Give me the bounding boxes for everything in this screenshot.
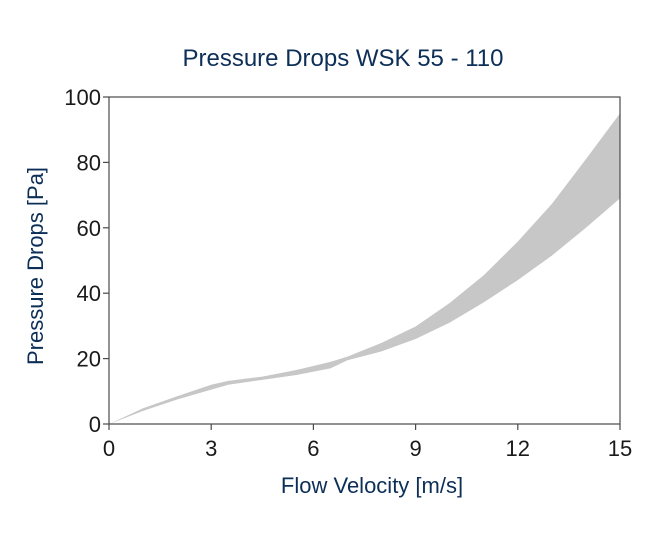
- x-tick-label: 15: [608, 436, 632, 461]
- y-tick-label: 60: [77, 216, 101, 241]
- x-tick-label: 12: [506, 436, 530, 461]
- y-tick-label: 40: [77, 281, 101, 306]
- x-tick-label: 3: [205, 436, 217, 461]
- x-tick-label: 6: [307, 436, 319, 461]
- y-tick-label: 0: [89, 412, 101, 437]
- x-tick-label: 9: [409, 436, 421, 461]
- axis-ticks: 0 3 6 9 12 15 0 20 40 60 80 100: [64, 85, 632, 461]
- y-axis-label: Pressure Drops [Pa]: [23, 167, 48, 365]
- plot-frame: [108, 96, 621, 425]
- x-tick-label: 0: [103, 436, 115, 461]
- pressure-drop-band: [109, 113, 620, 424]
- y-tick-label: 80: [77, 150, 101, 175]
- chart-title: Pressure Drops WSK 55 - 110: [182, 45, 503, 72]
- x-axis-label: Flow Velocity [m/s]: [281, 473, 463, 498]
- y-tick-label: 20: [77, 347, 101, 372]
- plot-area: 0 3 6 9 12 15 0 20 40 60 80 100: [64, 85, 632, 461]
- y-tick-label: 100: [64, 85, 101, 110]
